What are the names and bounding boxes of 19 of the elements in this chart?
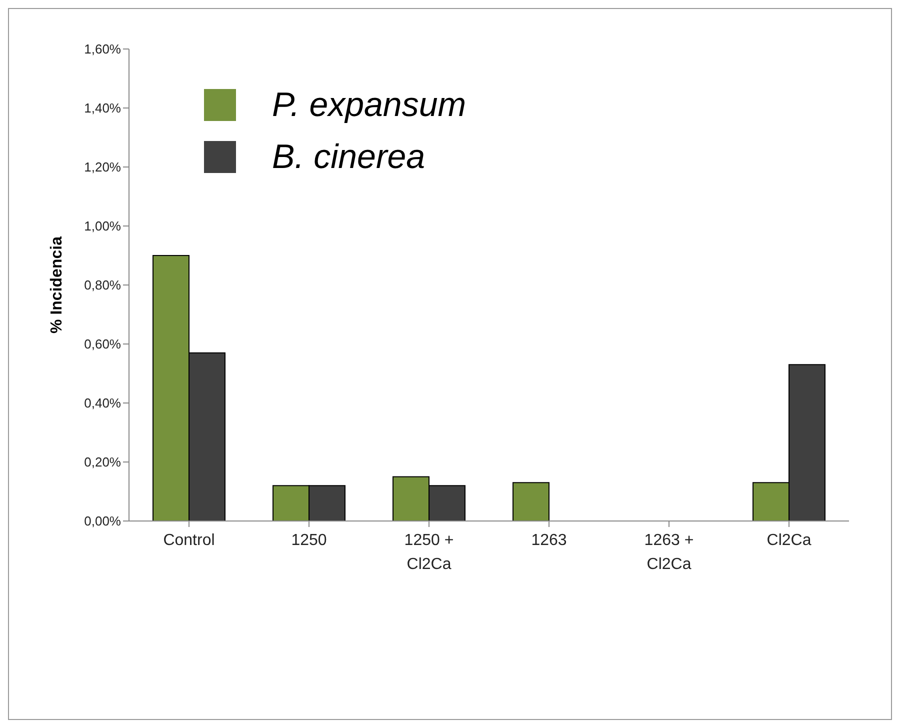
bar [512, 482, 550, 521]
legend-label: P. expansum [272, 86, 466, 124]
x-tick-label: 1250 + Cl2Ca [404, 532, 454, 573]
y-tick-label: 0,00% [84, 514, 122, 529]
y-tick-label: 1,00% [84, 218, 122, 234]
y-tick-label: 1,60% [84, 42, 122, 57]
y-tick-label: 0,20% [84, 454, 122, 470]
y-tick-label: 1,20% [84, 160, 122, 175]
x-tick-label: 1263 + Cl2Ca [644, 532, 694, 573]
y-tick-label: 0,60% [84, 336, 122, 352]
y-axis-title: % Incidencia [48, 236, 66, 334]
x-tick-label: Control [163, 532, 215, 549]
y-tick-label: 1,40% [84, 100, 122, 116]
x-tick-label: 1263 [531, 532, 567, 549]
x-tick-label: Cl2Ca [766, 532, 812, 549]
x-tick-label: 1250 [291, 532, 327, 549]
y-tick-label: 0,40% [84, 396, 122, 411]
legend-label: B. cinerea [272, 138, 426, 176]
y-tick-label: 0,80% [84, 278, 122, 293]
